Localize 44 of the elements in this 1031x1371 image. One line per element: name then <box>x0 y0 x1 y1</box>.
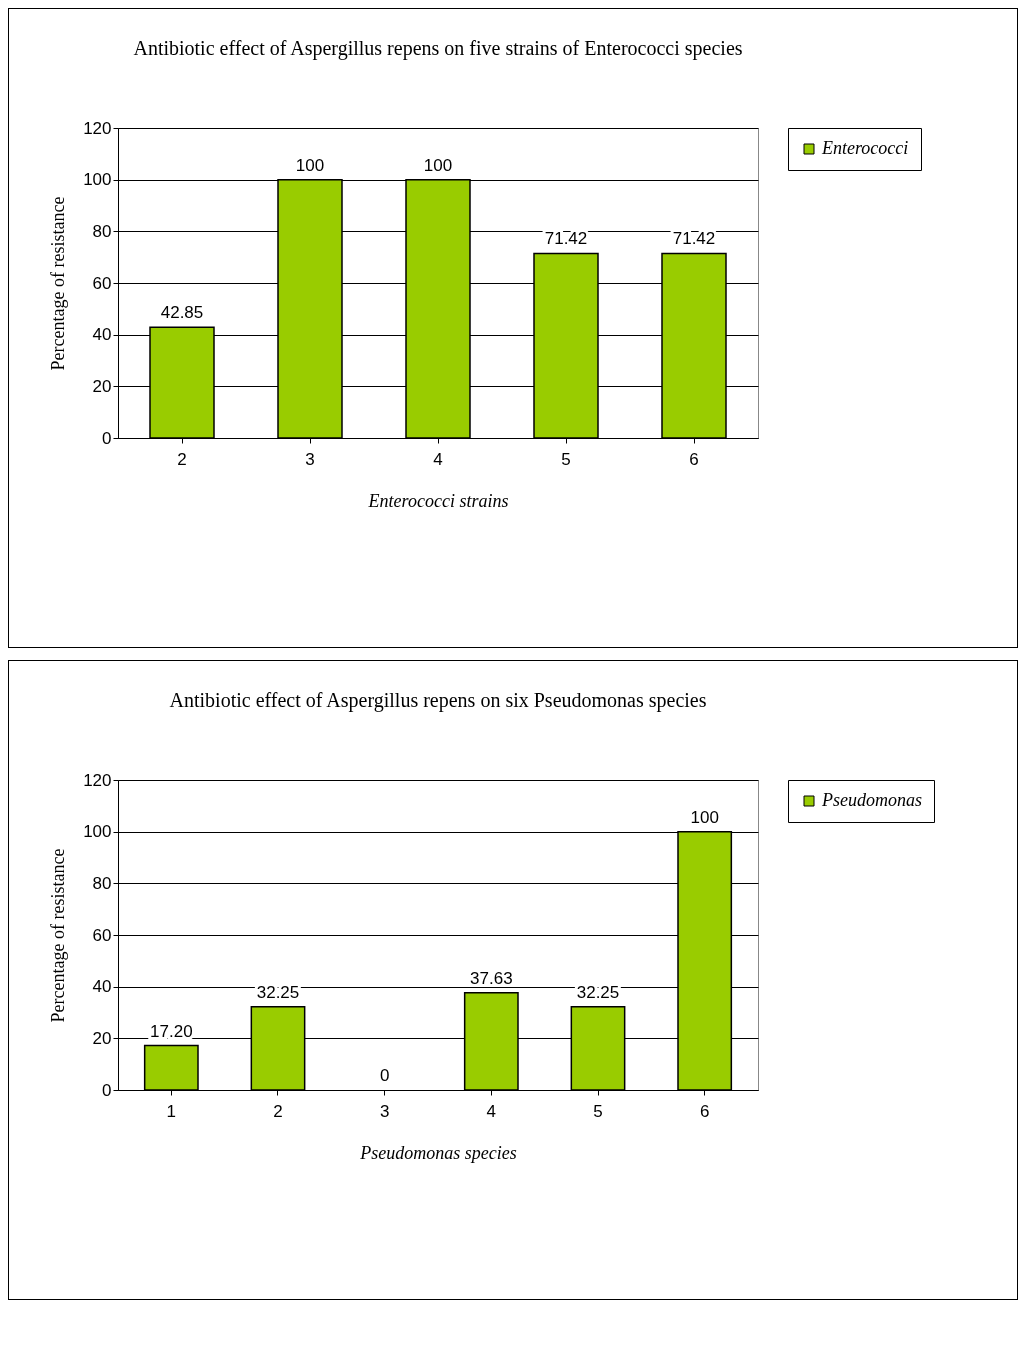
legend-label: Enterococci <box>821 138 909 158</box>
y-axis-title: Percentage of resistance <box>48 196 69 371</box>
x-tick-label: 3 <box>379 1101 390 1121</box>
data-label: 100 <box>690 807 719 827</box>
y-tick-label: 100 <box>83 822 112 842</box>
data-label: 100 <box>423 155 453 175</box>
y-tick-label: 60 <box>92 925 112 945</box>
chart-title: Antibiotic effect of Aspergillus repens on five strains of Enterococci species <box>133 37 743 60</box>
x-tick-label: 5 <box>593 1101 603 1121</box>
data-label: 32.25 <box>576 982 620 1002</box>
x-tick-label: 2 <box>177 449 187 469</box>
x-axis-title: Pseudomonas species <box>359 1142 517 1163</box>
data-label: 0 <box>379 1066 390 1085</box>
x-tick-label: 3 <box>305 449 315 469</box>
y-axis-title: Percentage of resistance <box>48 848 69 1023</box>
y-tick-label: 40 <box>92 325 112 345</box>
data-label: 100 <box>295 155 325 175</box>
y-tick-label: 40 <box>92 977 112 997</box>
data-label: 17.20 <box>150 1021 193 1041</box>
x-axis-title: Enterococci strains <box>367 490 509 511</box>
chart-title: Antibiotic effect of Aspergillus repens on six Pseudomonas species <box>169 689 707 712</box>
y-tick-label: 80 <box>92 221 112 241</box>
x-tick-label: 4 <box>486 1101 497 1121</box>
y-tick-label: 20 <box>92 1028 112 1048</box>
x-tick-label: 4 <box>433 449 443 469</box>
x-tick-label: 1 <box>166 1101 177 1121</box>
data-label: 71.42 <box>544 229 588 249</box>
x-tick-label: 6 <box>689 449 699 469</box>
x-tick-label: 5 <box>561 449 571 469</box>
y-tick-label: 20 <box>92 376 112 396</box>
data-label: 37.63 <box>470 968 513 988</box>
y-tick-label: 0 <box>102 428 112 448</box>
y-tick-label: 0 <box>102 1080 112 1100</box>
data-label: 32.25 <box>256 982 300 1002</box>
y-tick-label: 60 <box>92 273 112 293</box>
x-tick-label: 6 <box>699 1101 710 1121</box>
data-label: 42.85 <box>160 303 204 323</box>
y-tick-label: 80 <box>92 873 112 893</box>
y-tick-label: 100 <box>83 170 112 190</box>
y-tick-label: 120 <box>83 770 112 790</box>
x-tick-label: 2 <box>273 1101 283 1121</box>
y-tick-label: 120 <box>83 118 112 138</box>
data-label: 71.42 <box>672 229 716 249</box>
legend-label: Pseudomonas <box>821 790 922 810</box>
